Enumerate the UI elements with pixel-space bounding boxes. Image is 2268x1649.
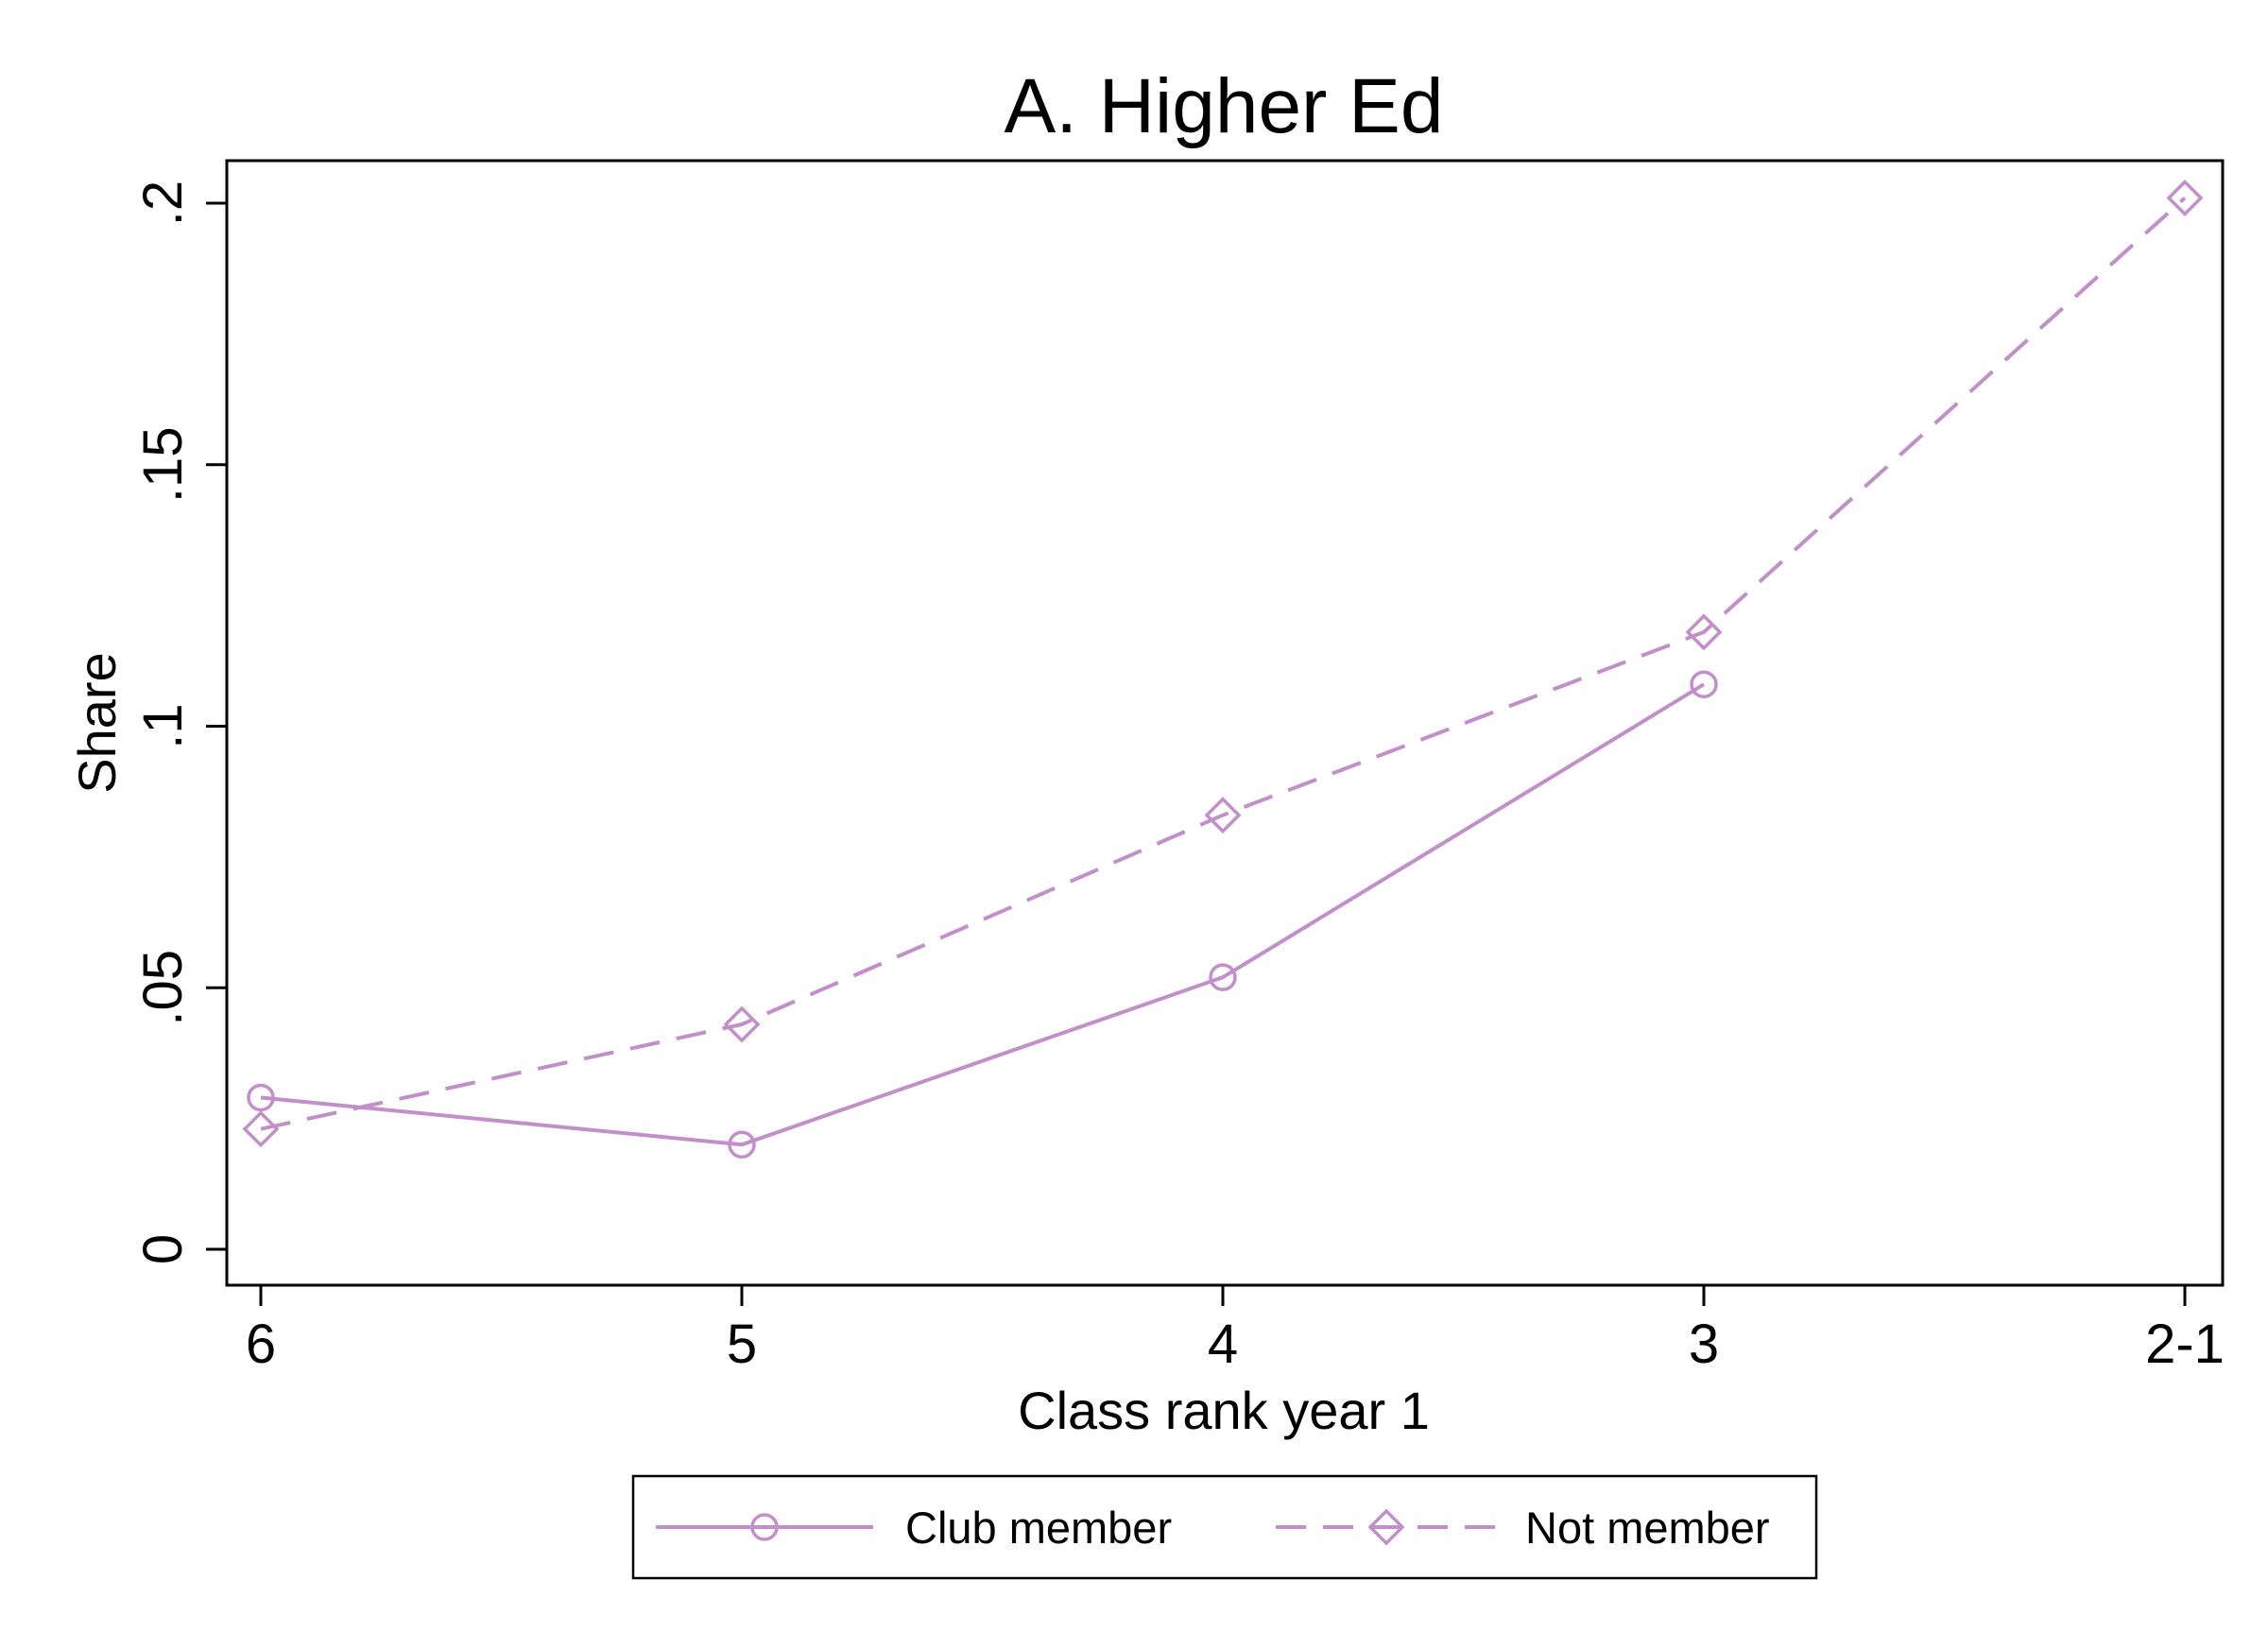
x-tick-label: 6 [246, 1314, 276, 1375]
y-tick-label: .1 [132, 703, 194, 748]
y-tick-label: 0 [132, 1234, 194, 1264]
x-tick-label: 4 [1208, 1314, 1238, 1375]
legend-marker [750, 1513, 779, 1541]
legend: Club member Not member [631, 1474, 1818, 1580]
plot-area [225, 159, 2225, 1287]
x-axis: 6 5 4 3 2-1 [246, 1285, 2225, 1375]
y-tick-label: .05 [132, 950, 194, 1026]
series-line-2 [260, 196, 2187, 1131]
data-point-circle [728, 1130, 756, 1159]
series-layer [242, 179, 2204, 1159]
data-point-circle [247, 1083, 275, 1112]
y-axis-title: Share [67, 652, 127, 793]
x-tick-label: 3 [1689, 1314, 1719, 1375]
x-axis-title: Class rank year 1 [1018, 1381, 1430, 1440]
data-point-diamond [242, 1110, 280, 1148]
y-tick-label: .15 [132, 426, 194, 503]
legend-label: Club member [905, 1503, 1172, 1553]
data-point-diamond [723, 1005, 761, 1043]
data-point-diamond [1685, 613, 1723, 651]
y-axis: 0 .05 .1 .15 .2 [132, 180, 227, 1264]
data-point-circle [1690, 670, 1718, 698]
data-point-diamond [2166, 179, 2204, 216]
x-tick-label: 2-1 [2145, 1314, 2225, 1375]
legend-marker [1367, 1508, 1405, 1546]
legend-box [631, 1474, 1818, 1580]
legend-label: Not member [1525, 1503, 1770, 1553]
series-line-1 [260, 682, 1706, 1147]
chart-title: A. Higher Ed [1005, 63, 1444, 149]
data-point-circle [1209, 963, 1237, 991]
x-tick-label: 5 [727, 1314, 757, 1375]
y-tick-label: .2 [132, 180, 194, 226]
data-point-diamond [1204, 797, 1242, 834]
